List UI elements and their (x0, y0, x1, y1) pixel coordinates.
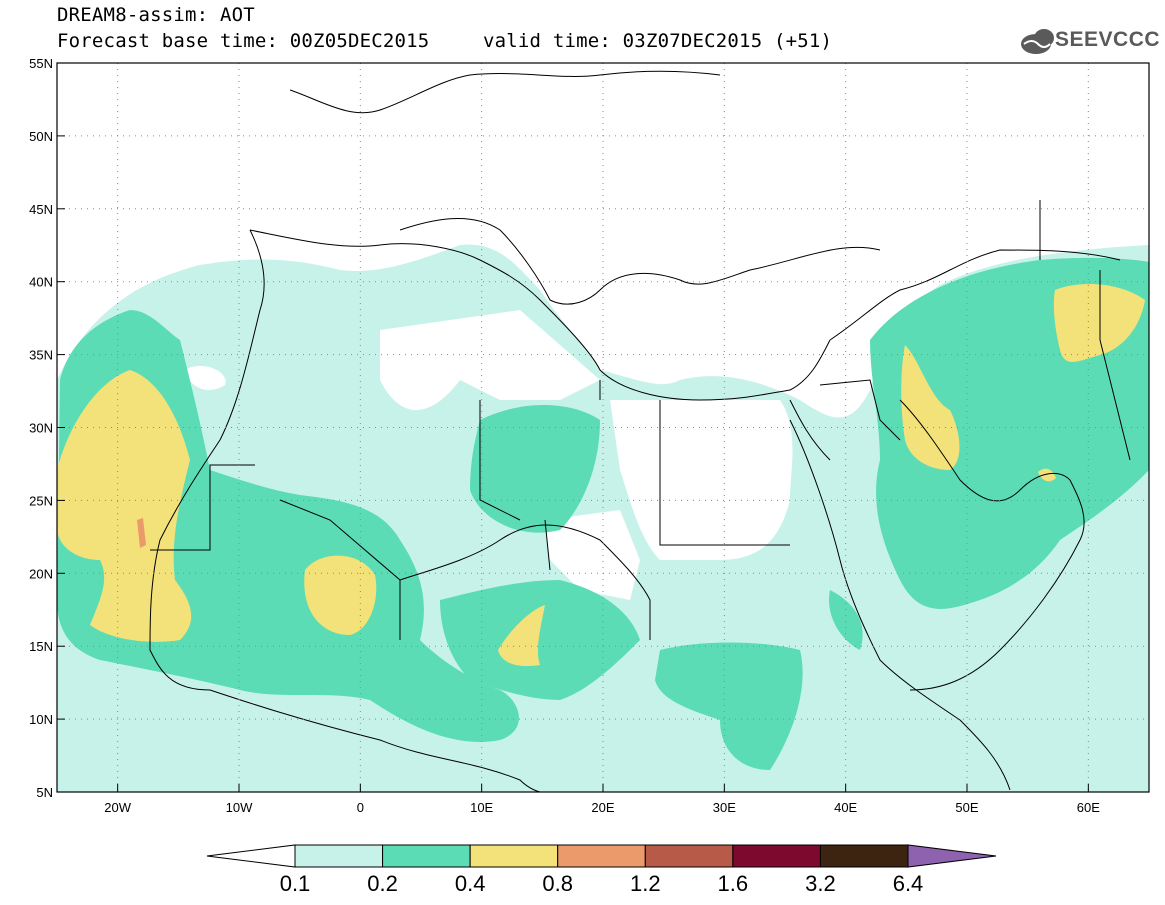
aot-contour-0.4-oman (1038, 468, 1056, 482)
clear-region-lake (185, 365, 226, 390)
lat-label: 15N (29, 639, 53, 654)
aot-contour-0.4-chad (498, 605, 545, 667)
colorbar-over-arrow (907, 844, 997, 868)
colorbar-label: 3.2 (805, 871, 836, 896)
clear-region-egypt (610, 400, 793, 560)
aot-contour-0.2-sahel (440, 580, 640, 700)
colorbar-label: 1.6 (718, 871, 749, 896)
cloud-icon (1021, 29, 1054, 54)
lon-label: 60E (1077, 800, 1100, 815)
longitude-axis: 20W 10W 0 10E 20E 30E 40E 50E 60E (104, 784, 1100, 815)
lat-label: 10N (29, 712, 53, 727)
colorbar-under-arrow (206, 844, 296, 868)
lat-label: 30N (29, 421, 53, 436)
colorbar-box (732, 844, 821, 868)
lat-label: 50N (29, 129, 53, 144)
lat-label: 5N (36, 785, 53, 800)
aot-field (57, 63, 1149, 792)
colorbar-label: 0.1 (280, 871, 311, 896)
aot-contour-0.2-redsea (829, 590, 863, 650)
colorbar-box (644, 844, 734, 868)
map-title: DREAM8-assim: AOT (57, 4, 255, 26)
lat-label: 55N (29, 56, 53, 71)
lon-label: 40E (834, 800, 857, 815)
clear-region-libya (380, 310, 600, 410)
lon-label: 0 (357, 800, 364, 815)
lat-label: 40N (29, 275, 53, 290)
seevccc-logo (1021, 29, 1054, 54)
aot-contour-0.8 (137, 518, 146, 548)
colorbar-box (557, 844, 646, 868)
colorbar-label: 0.4 (455, 871, 486, 896)
valid-time: valid time: 03Z07DEC2015 (+51) (483, 30, 833, 52)
aot-contour-0.4-atlantic (57, 370, 192, 642)
lon-label: 10E (470, 800, 493, 815)
lon-label: 50E (955, 800, 978, 815)
colorbar-box (469, 844, 559, 868)
lat-label: 20N (29, 566, 53, 581)
colorbar-box (819, 844, 909, 868)
lat-label: 25N (29, 493, 53, 508)
aot-contour-0.4-iran (1053, 284, 1145, 362)
forecast-base-time: Forecast base time: 00Z05DEC2015 (57, 30, 430, 52)
colorbar-label: 0.8 (542, 871, 573, 896)
latitude-axis: 55N 50N 45N 40N 35N 30N 25N 20N 15N 10N 5N (29, 56, 65, 800)
lon-label: 30E (713, 800, 736, 815)
colorbar-label: 1.2 (630, 871, 661, 896)
lon-label: 20E (591, 800, 614, 815)
lon-label: 10W (226, 800, 253, 815)
lon-label: 20W (104, 800, 131, 815)
aot-contour-0.2-sudan (655, 642, 803, 770)
colorbar-box (294, 844, 384, 868)
aot-contour-0.4-gulf (901, 345, 960, 470)
lat-label: 35N (29, 348, 53, 363)
coastlines-borders (149, 70, 1131, 792)
logo-text: SEEVCCC (1055, 28, 1161, 51)
grid-lines (57, 63, 1149, 792)
colorbar-label: 0.2 (367, 871, 398, 896)
colorbar-label: 6.4 (893, 871, 924, 896)
clear-region-chad (545, 510, 640, 600)
lat-label: 45N (29, 202, 53, 217)
colorbar-legend: 0.1 0.2 0.4 0.8 1.2 1.6 3.2 6.4 (206, 844, 997, 896)
aot-contour-0.4-mali (304, 555, 377, 635)
colorbar-box (382, 844, 471, 868)
